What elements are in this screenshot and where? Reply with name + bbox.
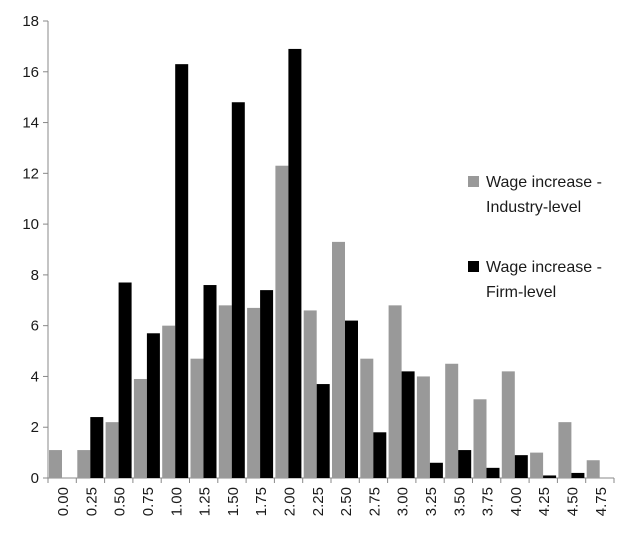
x-tick-label: 1.50	[225, 487, 242, 516]
bar-industry-level-0.25	[77, 450, 91, 478]
legend-label-industry-line1: Wage increase -	[486, 174, 602, 191]
bar-industry-level-3.50	[445, 363, 459, 478]
bar-firm-level-0.75	[146, 333, 160, 478]
bar-industry-level-2.50	[332, 241, 345, 478]
bar-industry-level-4.25	[530, 452, 544, 478]
x-tick-label: 1.75	[253, 487, 270, 516]
x-tick-label: 4.25	[536, 487, 553, 516]
bar-industry-level-3.25	[416, 376, 430, 478]
bar-industry-level-1.50	[218, 305, 232, 478]
bar-industry-level-0.50	[105, 422, 119, 478]
bar-industry-level-3.75	[473, 399, 487, 478]
x-tick-label: 3.25	[423, 487, 440, 516]
bar-industry-level-1.00	[162, 325, 176, 478]
bar-firm-level-3.75	[486, 467, 500, 478]
bar-industry-level-1.75	[247, 307, 261, 478]
y-tick-label: 10	[22, 216, 39, 233]
x-tick-label: 0.00	[55, 487, 72, 516]
bar-firm-level-2.25	[316, 384, 330, 478]
x-tick-label: 0.50	[112, 487, 129, 516]
x-tick-label: 3.50	[451, 487, 468, 516]
bar-industry-level-0.00	[49, 450, 62, 478]
x-tick-label: 0.25	[83, 487, 100, 516]
bar-firm-level-2.00	[288, 48, 302, 479]
bar-industry-level-1.25	[190, 358, 204, 478]
x-tick-label: 1.25	[197, 487, 214, 516]
bar-firm-level-1.50	[231, 102, 245, 478]
x-tick-label: 2.25	[310, 487, 327, 516]
x-tick-label: 3.00	[395, 487, 412, 516]
legend-label-firm-line1: Wage increase -	[486, 259, 602, 276]
x-tick-label: 4.50	[565, 487, 582, 516]
bar-firm-level-4.25	[543, 475, 557, 478]
bar-firm-level-3.25	[429, 462, 443, 478]
bar-firm-level-1.00	[175, 64, 189, 479]
y-tick-label: 6	[31, 318, 39, 335]
y-tick-label: 8	[31, 267, 39, 284]
bar-industry-level-4.75	[586, 460, 600, 478]
legend-swatch-firm-level	[468, 261, 479, 272]
x-tick-label: 2.75	[366, 487, 383, 516]
bar-firm-level-4.50	[571, 472, 585, 478]
bar-firm-level-0.25	[90, 417, 104, 478]
bar-firm-level-4.00	[514, 455, 528, 478]
bar-industry-level-2.75	[360, 358, 374, 478]
y-tick-label: 4	[31, 368, 39, 385]
x-tick-label: 1.00	[168, 487, 185, 516]
bar-firm-level-3.50	[458, 450, 472, 478]
bar-firm-level-3.00	[401, 371, 415, 478]
y-tick-label: 12	[22, 165, 39, 182]
y-tick-label: 16	[22, 64, 39, 81]
x-tick-label: 2.00	[282, 487, 299, 516]
y-tick-label: 18	[22, 13, 39, 30]
bar-industry-level-4.00	[501, 371, 515, 478]
bar-industry-level-2.00	[275, 165, 289, 478]
bar-firm-level-0.50	[118, 282, 132, 478]
bar-industry-level-4.50	[558, 422, 572, 478]
bar-industry-level-3.00	[388, 305, 402, 478]
bar-industry-level-0.75	[133, 378, 147, 478]
bars	[49, 48, 600, 479]
x-tick-label: 2.50	[338, 487, 355, 516]
legend-label-industry-line2: Industry-level	[486, 199, 581, 216]
legend-swatch-industry-level	[468, 176, 479, 187]
y-tick-label: 2	[31, 419, 39, 436]
bar-firm-level-1.25	[203, 285, 217, 478]
y-axis: 0 2 4 6 8 10 12 14 16 18	[22, 13, 49, 487]
legend-label-firm-line2: Firm-level	[486, 284, 556, 301]
y-tick-label: 0	[31, 470, 39, 487]
bar-firm-level-1.75	[260, 290, 274, 478]
x-tick-label: 0.75	[140, 487, 157, 516]
legend: Wage increase - Industry-level Wage incr…	[468, 174, 602, 301]
bar-firm-level-2.50	[345, 320, 358, 478]
x-tick-label: 4.00	[508, 487, 525, 516]
x-axis: 0.00 0.25 0.50 0.75 1.00 1.25 1.50 1.75 2.00 2.25…	[47, 477, 615, 516]
x-tick-label: 3.75	[480, 487, 497, 516]
bar-firm-level-2.75	[373, 432, 387, 478]
y-tick-label: 14	[22, 115, 39, 132]
bar-industry-level-2.25	[303, 310, 317, 478]
x-tick-label: 4.75	[593, 487, 610, 516]
